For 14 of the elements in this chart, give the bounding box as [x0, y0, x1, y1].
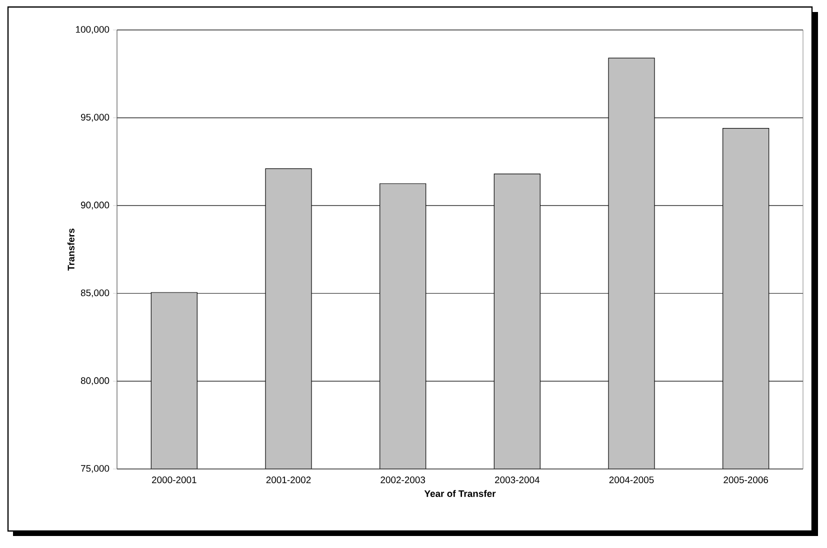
y-tick-label: 90,000: [80, 202, 110, 210]
x-tick-label: 2004-2005: [609, 476, 654, 484]
x-tick-label: 2003-2004: [495, 476, 540, 484]
y-tick-label: 80,000: [80, 377, 110, 386]
x-axis-title: Year of Transfer: [424, 490, 496, 497]
y-tick-label: 85,000: [80, 289, 110, 298]
x-tick-label: 2000-2001: [152, 476, 196, 484]
x-tick-label: 2005-2006: [724, 476, 768, 484]
y-tick-label: 100,000: [76, 26, 110, 34]
y-tick-label: 75,000: [81, 465, 110, 473]
y-axis-title: Transfers: [67, 228, 74, 271]
y-tick-label: 95,000: [80, 114, 110, 122]
x-tick-label: 2002-2003: [380, 476, 426, 484]
x-tick-label: 2001-2002: [266, 476, 311, 484]
